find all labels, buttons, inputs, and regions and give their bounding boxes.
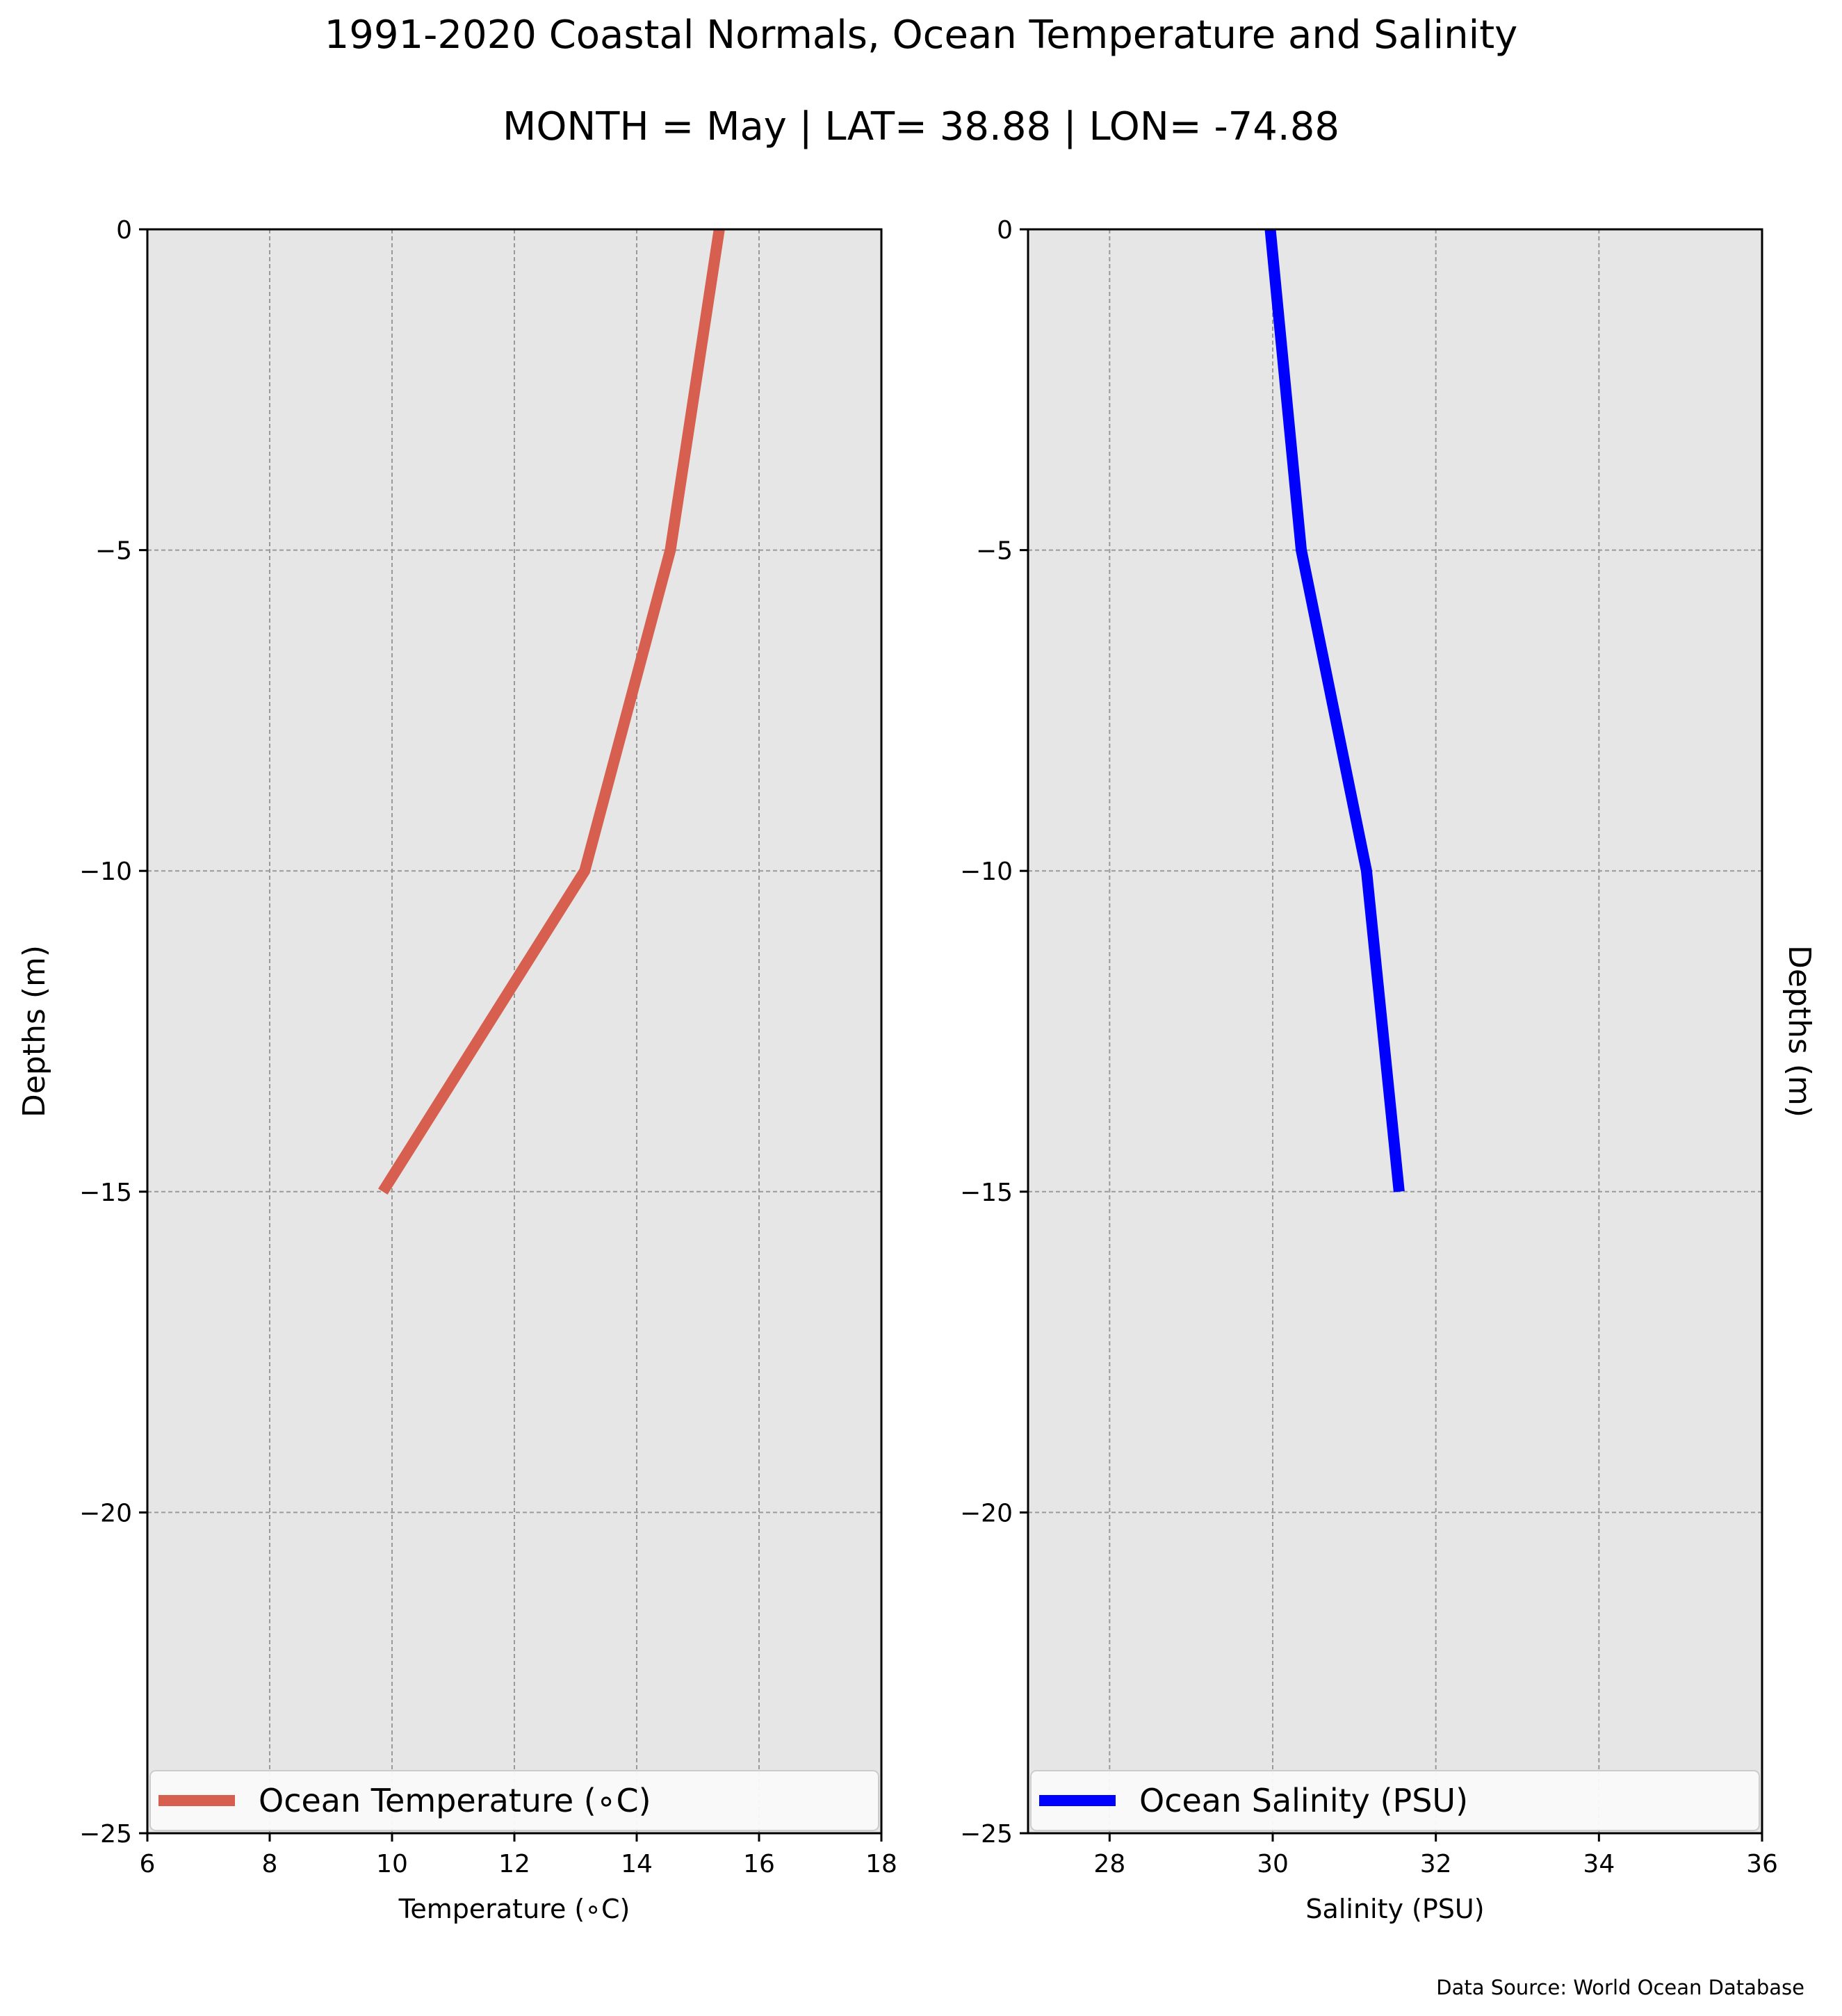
temperature-x-tick-label: 8 [262,1850,278,1878]
salinity-x-axis-label: Salinity (PSU) [1305,1894,1484,1924]
salinity-series-line [1264,229,1405,1193]
chart-title: 1991-2020 Coastal Normals, Ocean Tempera… [324,13,1518,58]
temperature-x-tick-label: 6 [140,1850,156,1878]
salinity-y-tick-label: −10 [960,858,1013,886]
temperature-y-tick-label: −5 [95,537,132,566]
temperature-x-axis-label: Temperature (∘C) [398,1894,630,1924]
salinity-y-tick-label: −15 [960,1179,1013,1207]
temperature-legend-label: Ocean Temperature (∘C) [259,1782,651,1819]
salinity-y-axis-label: Depths (m) [1782,945,1817,1117]
temperature-series-line [378,228,725,1195]
temperature-y-tick-label: −10 [79,858,132,886]
temperature-x-tick-label: 16 [743,1850,775,1878]
temperature-y-tick-label: −20 [79,1499,132,1527]
salinity-axes-frame [1027,228,1763,1835]
salinity-y-tick-label: 0 [997,216,1013,245]
data-source-note: Data Source: World Ocean Database [1436,1976,1804,1999]
salinity-y-tick-label: −20 [960,1499,1013,1527]
temperature-x-tick-label: 12 [498,1850,530,1878]
salinity-plot-area [1028,229,1762,1833]
temperature-y-tick-label: 0 [116,216,132,245]
temperature-y-tick-label: −15 [79,1179,132,1207]
salinity-legend [1030,1770,1760,1831]
salinity-x-tick-label: 36 [1746,1850,1778,1878]
temperature-x-tick-label: 18 [865,1850,897,1878]
salinity-y-tick-label: −25 [960,1820,1013,1849]
salinity-x-tick-label: 30 [1257,1850,1289,1878]
salinity-legend-label: Ocean Salinity (PSU) [1139,1782,1468,1819]
temperature-y-axis-label: Depths (m) [17,945,52,1117]
temperature-x-tick-label: 10 [376,1850,408,1878]
salinity-y-tick-label: −5 [976,537,1013,566]
temperature-legend [149,1770,879,1831]
chart-subtitle: MONTH = May | LAT= 38.88 | LON= -74.88 [503,104,1339,149]
temperature-y-tick-label: −25 [79,1820,132,1849]
temperature-x-tick-label: 14 [621,1850,653,1878]
salinity-x-tick-label: 28 [1093,1850,1125,1878]
salinity-x-tick-label: 32 [1420,1850,1452,1878]
salinity-x-tick-label: 34 [1583,1850,1615,1878]
